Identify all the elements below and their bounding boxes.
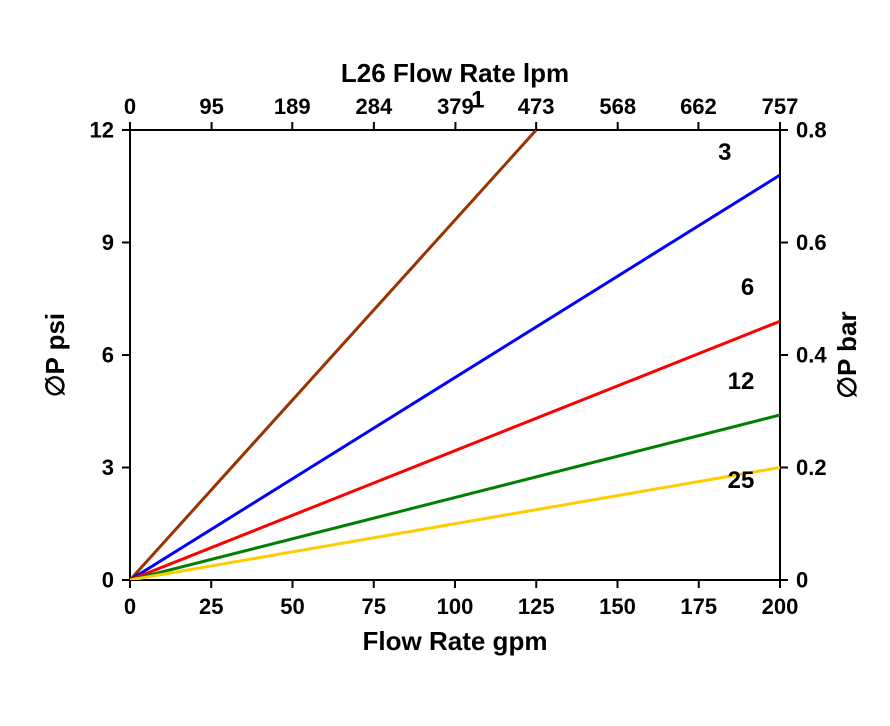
x-top-tick-label: 284 <box>355 94 392 119</box>
x-bottom-tick-label: 175 <box>680 594 717 619</box>
x-bottom-tick-label: 75 <box>362 594 386 619</box>
x-bottom-tick-label: 50 <box>280 594 304 619</box>
y-left-tick-label: 0 <box>102 568 114 593</box>
series-label-6: 6 <box>741 274 754 301</box>
x-top-tick-label: 473 <box>518 94 555 119</box>
series-label-1: 1 <box>471 87 484 114</box>
y-right-tick-label: 0.4 <box>796 343 827 368</box>
series-label-25: 25 <box>728 467 755 494</box>
series-label-12: 12 <box>728 368 755 395</box>
x-top-tick-label: 379 <box>437 94 474 119</box>
x-bottom-tick-label: 100 <box>437 594 474 619</box>
y-left-tick-label: 9 <box>102 230 114 255</box>
x-top-tick-label: 0 <box>124 94 136 119</box>
y-right-tick-label: 0.2 <box>796 455 827 480</box>
x-top-tick-label: 662 <box>680 94 717 119</box>
x-top-tick-label: 189 <box>274 94 311 119</box>
x-bottom-tick-label: 200 <box>762 594 799 619</box>
x-top-title: L26 Flow Rate lpm <box>341 58 569 88</box>
y-right-tick-label: 0.6 <box>796 230 827 255</box>
y-right-tick-label: 0.8 <box>796 118 827 143</box>
y-right-tick-label: 0 <box>796 568 808 593</box>
chart-container: 0255075100125150175200Flow Rate gpm09518… <box>0 0 890 726</box>
x-bottom-tick-label: 0 <box>124 594 136 619</box>
y-left-tick-label: 12 <box>90 118 114 143</box>
x-top-tick-label: 757 <box>762 94 799 119</box>
y-left-title: ∅P psi <box>40 313 70 397</box>
x-top-tick-label: 95 <box>199 94 223 119</box>
x-top-tick-label: 568 <box>599 94 636 119</box>
series-label-3: 3 <box>718 139 731 166</box>
x-bottom-title: Flow Rate gpm <box>363 626 548 656</box>
x-bottom-tick-label: 125 <box>518 594 555 619</box>
y-right-title: ∅P bar <box>832 311 862 398</box>
chart-svg: 0255075100125150175200Flow Rate gpm09518… <box>0 0 890 726</box>
x-bottom-tick-label: 150 <box>599 594 636 619</box>
y-left-tick-label: 3 <box>102 455 114 480</box>
x-bottom-tick-label: 25 <box>199 594 223 619</box>
y-left-tick-label: 6 <box>102 343 114 368</box>
